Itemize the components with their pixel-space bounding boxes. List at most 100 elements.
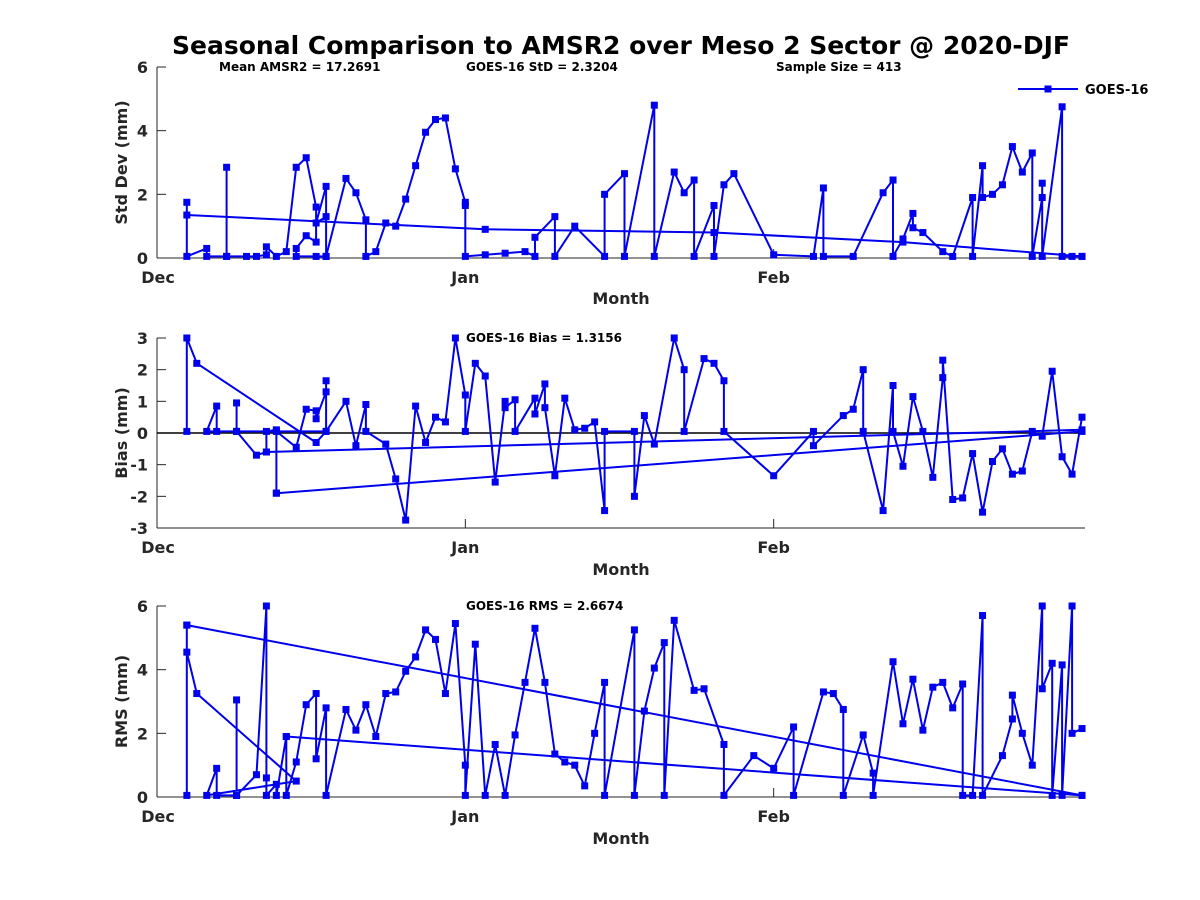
data-point-marker: [581, 782, 589, 790]
data-point-marker: [511, 731, 519, 739]
chart-title: Seasonal Comparison to AMSR2 over Meso 2…: [172, 31, 1070, 60]
data-point-marker: [203, 244, 211, 252]
data-point-marker: [292, 443, 300, 451]
data-point-marker: [272, 780, 280, 788]
data-point-marker: [1038, 602, 1046, 610]
data-point-marker: [710, 201, 718, 209]
data-point-marker: [889, 176, 897, 184]
x-tick-label: Dec: [141, 807, 175, 826]
data-point-marker: [571, 761, 579, 769]
y-tick-label: 2: [137, 724, 148, 743]
data-point-marker: [899, 720, 907, 728]
data-point-marker: [292, 252, 300, 260]
data-point-marker: [203, 791, 211, 799]
stat-annotation: Mean AMSR2 = 17.2691: [219, 60, 380, 74]
data-point-marker: [521, 248, 529, 256]
y-axis-label: Std Dev (mm): [112, 100, 131, 224]
data-point-marker: [183, 648, 191, 656]
data-point-marker: [829, 690, 837, 698]
data-point-marker: [660, 791, 668, 799]
series-group: [183, 101, 1086, 260]
data-point-marker: [979, 162, 987, 170]
data-point-marker: [750, 752, 758, 760]
series-line-goes16: [266, 428, 1083, 453]
data-point-marker: [362, 427, 370, 435]
data-point-marker: [601, 791, 609, 799]
data-point-marker: [501, 791, 509, 799]
data-point-marker: [700, 355, 708, 363]
data-point-marker: [1028, 149, 1036, 157]
data-point-marker: [889, 252, 897, 260]
data-point-marker: [1068, 470, 1076, 478]
data-point-marker: [481, 251, 489, 259]
y-tick-label: 0: [137, 424, 148, 443]
data-point-marker: [1068, 729, 1076, 737]
data-point-marker: [183, 252, 191, 260]
data-point-marker: [203, 252, 211, 260]
data-point-marker: [322, 388, 330, 396]
data-point-marker: [839, 791, 847, 799]
data-point-marker: [262, 448, 270, 456]
data-point-marker: [909, 393, 917, 401]
data-point-marker: [362, 252, 370, 260]
data-point-marker: [501, 404, 509, 412]
data-point-marker: [352, 726, 360, 734]
data-point-marker: [700, 685, 708, 693]
data-point-marker: [302, 232, 310, 240]
data-point-marker: [322, 791, 330, 799]
data-point-marker: [959, 791, 967, 799]
x-tick-label: Jan: [450, 538, 479, 557]
data-point-marker: [690, 252, 698, 260]
y-tick-label: 0: [137, 788, 148, 807]
data-point-marker: [183, 427, 191, 435]
data-point-marker: [859, 427, 867, 435]
data-point-marker: [1058, 252, 1066, 260]
data-point-marker: [531, 233, 539, 241]
data-point-marker: [431, 635, 439, 643]
legend-label: GOES-16: [1085, 83, 1148, 98]
data-point-marker: [262, 602, 270, 610]
data-point-marker: [770, 764, 778, 772]
data-point-marker: [770, 472, 778, 480]
data-point-marker: [233, 696, 241, 704]
data-point-marker: [849, 405, 857, 413]
data-point-marker: [441, 418, 449, 426]
data-point-marker: [481, 225, 489, 233]
data-point-marker: [352, 442, 360, 450]
data-point-marker: [1038, 685, 1046, 693]
data-point-marker: [819, 184, 827, 192]
x-axis-label: Month: [592, 829, 649, 848]
data-point-marker: [461, 252, 469, 260]
data-point-marker: [322, 213, 330, 221]
data-point-marker: [998, 181, 1006, 189]
data-point-marker: [949, 704, 957, 712]
data-point-marker: [630, 626, 638, 634]
panels: 0 2 4 6 Dec Jan Feb Month Std Dev (mm) Mean AMSR2…: [112, 58, 1086, 848]
data-point-marker: [402, 667, 410, 675]
data-point-marker: [461, 791, 469, 799]
data-point-marker: [312, 415, 320, 423]
data-point-marker: [591, 418, 599, 426]
data-point-marker: [252, 252, 260, 260]
data-point-marker: [869, 791, 877, 799]
y-axis-label: RMS (mm): [112, 655, 131, 748]
data-point-marker: [650, 664, 658, 672]
data-point-marker: [640, 412, 648, 420]
data-point-marker: [272, 427, 280, 435]
data-point-marker: [809, 252, 817, 260]
data-point-marker: [183, 621, 191, 629]
data-point-marker: [262, 427, 270, 435]
stat-annotation: Sample Size = 413: [776, 60, 902, 74]
data-point-marker: [1038, 252, 1046, 260]
data-point-marker: [302, 154, 310, 162]
data-point-marker: [233, 791, 241, 799]
data-point-marker: [551, 472, 559, 480]
data-point-marker: [571, 426, 579, 434]
data-point-marker: [1028, 252, 1036, 260]
data-point-marker: [979, 508, 987, 516]
data-point-marker: [441, 690, 449, 698]
data-point-marker: [909, 209, 917, 217]
data-point-marker: [362, 401, 370, 408]
data-point-marker: [551, 213, 559, 221]
